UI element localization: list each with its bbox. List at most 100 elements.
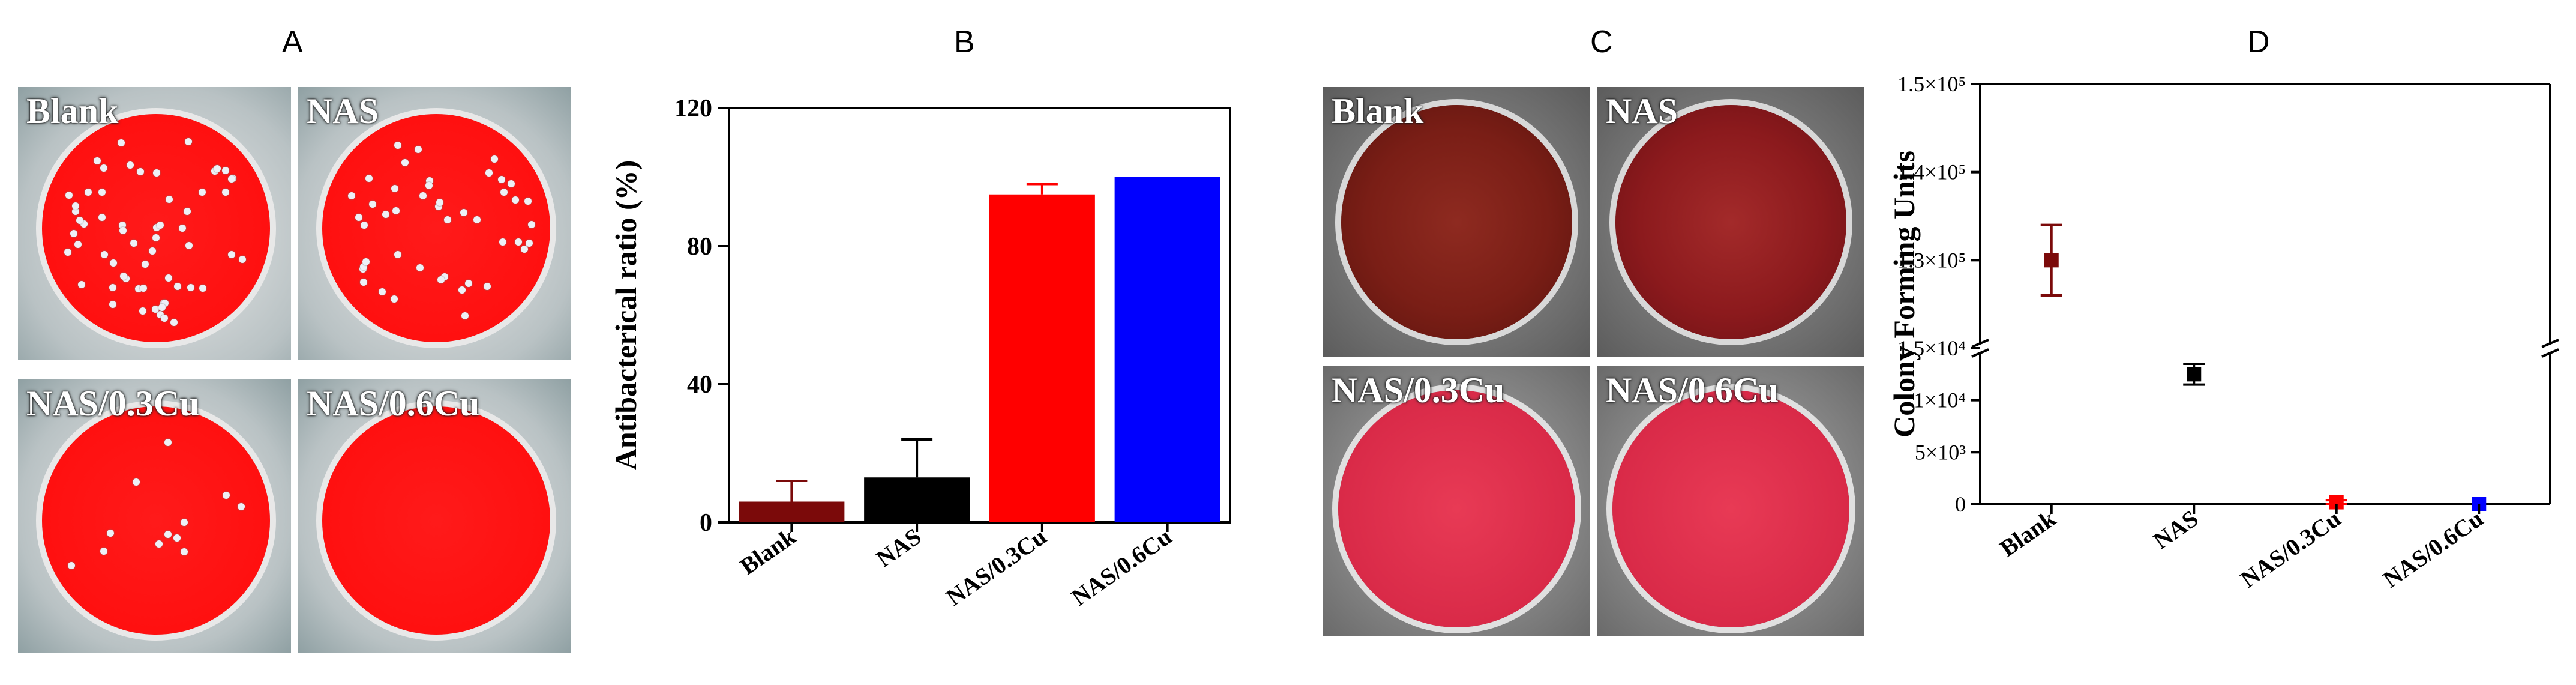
bar xyxy=(739,501,845,522)
plate-label: NAS xyxy=(1606,91,1678,131)
y-tick-label: 1.5×10⁴ xyxy=(1897,336,1966,360)
colony-dot xyxy=(461,312,469,319)
panel-label-d: D xyxy=(2247,25,2270,59)
colony-dot xyxy=(498,175,506,183)
plate-label: NAS/0.3Cu xyxy=(1332,370,1505,410)
bar xyxy=(864,477,970,522)
axis-break-mark xyxy=(1971,339,1989,348)
colony-dot xyxy=(223,492,230,499)
colony-dot xyxy=(164,531,172,539)
colony-dot xyxy=(74,240,82,248)
y-axis-label: Colony Forming Units xyxy=(1887,151,1921,438)
plate-a-nas: NAS xyxy=(298,87,571,360)
plate-label: NAS/0.3Cu xyxy=(26,384,200,423)
y-tick-label: 0 xyxy=(1955,492,1966,516)
colony-dot xyxy=(174,283,182,291)
colony-dot xyxy=(98,189,106,196)
colony-dot xyxy=(369,201,377,208)
colony-dot xyxy=(199,285,207,292)
colony-dot xyxy=(155,540,163,548)
colony-dot xyxy=(360,278,368,286)
colony-dot xyxy=(527,221,535,229)
colony-dot xyxy=(499,238,506,246)
y-tick-label: 120 xyxy=(674,95,712,122)
colony-dot xyxy=(100,164,108,172)
plate-a-nas-0.3cu: NAS/0.3Cu xyxy=(18,379,291,653)
colony-dot xyxy=(485,169,493,177)
plate-c-blank: Blank xyxy=(1323,87,1590,357)
colony-dot xyxy=(436,198,444,206)
colony-dot xyxy=(460,209,468,217)
plate-label: NAS/0.6Cu xyxy=(307,384,480,423)
colony-dot xyxy=(483,282,491,290)
y-tick-label: 1.4×10⁵ xyxy=(1897,160,1966,184)
colony-dot xyxy=(107,530,115,537)
colony-dot xyxy=(184,208,191,215)
colony-dot xyxy=(127,161,134,169)
colony-dot xyxy=(443,216,451,224)
colony-dot xyxy=(157,222,164,229)
y-tick-label: 5×10³ xyxy=(1915,440,1966,464)
colony-dot xyxy=(514,238,522,246)
plate-label: NAS xyxy=(307,91,379,131)
plate-label: Blank xyxy=(26,91,119,131)
colony-dot xyxy=(437,276,445,283)
colony-dot xyxy=(524,197,532,205)
colony-dot xyxy=(391,185,399,193)
colony-dot xyxy=(473,216,481,224)
colony-dot xyxy=(165,274,173,282)
colony-dot xyxy=(139,307,146,315)
data-point xyxy=(2187,367,2202,382)
colony-dot xyxy=(72,208,80,216)
colony-dot xyxy=(227,175,235,183)
colony-dot xyxy=(222,167,230,175)
colony-dot xyxy=(415,146,422,154)
colony-dot xyxy=(137,167,145,175)
plate-a-blank: Blank xyxy=(18,87,291,360)
plate-c-nas-0.6cu: NAS/0.6Cu xyxy=(1597,366,1864,636)
colony-dot xyxy=(180,518,188,526)
panel-label-a: A xyxy=(282,25,303,59)
colony-dot xyxy=(199,188,206,196)
axis-break-mark xyxy=(2541,348,2559,358)
colony-dot xyxy=(141,260,149,268)
colony-dot xyxy=(130,239,137,247)
colony-dot xyxy=(149,247,157,255)
colony-dot xyxy=(109,259,117,267)
bar xyxy=(989,194,1095,522)
y-tick-label: 1.3×10⁵ xyxy=(1897,248,1966,272)
y-tick-label: 40 xyxy=(687,371,712,399)
colony-dot xyxy=(101,251,109,259)
plate-label: NAS/0.6Cu xyxy=(1606,370,1779,410)
colony-dot xyxy=(238,255,246,263)
colony-dot xyxy=(173,534,181,542)
plate-a-nas-0.6cu: NAS/0.6Cu xyxy=(298,379,571,653)
colony-dot xyxy=(98,213,106,221)
colony-dot xyxy=(525,239,533,247)
colony-dot xyxy=(160,314,168,322)
panel-label-c: C xyxy=(1590,25,1613,59)
axis-break-mark xyxy=(2541,339,2559,348)
colony-dot xyxy=(100,547,107,555)
colony-dot xyxy=(152,305,160,313)
colony-dot xyxy=(512,196,520,204)
colony-dot xyxy=(109,301,116,309)
y-tick-label: 1×10⁴ xyxy=(1914,388,1966,412)
colony-dot xyxy=(166,195,173,203)
colony-dot xyxy=(425,181,433,189)
x-tick-label: NAS/0.3Cu xyxy=(941,523,1051,611)
colony-dot xyxy=(214,164,221,172)
colony-dot xyxy=(185,138,193,146)
colony-dot xyxy=(119,226,127,234)
colony-dot xyxy=(187,284,195,292)
colony-dot xyxy=(490,155,498,163)
colony-dot xyxy=(401,159,409,167)
plate-c-nas-0.3cu: NAS/0.3Cu xyxy=(1323,366,1590,636)
colony-dot xyxy=(179,225,187,232)
colony-dot xyxy=(394,250,401,258)
colony-dot xyxy=(355,214,362,222)
x-tick-label: NAS/0.6Cu xyxy=(2378,505,2488,593)
colony-dot xyxy=(64,248,71,256)
panel-label-b: B xyxy=(954,25,975,59)
